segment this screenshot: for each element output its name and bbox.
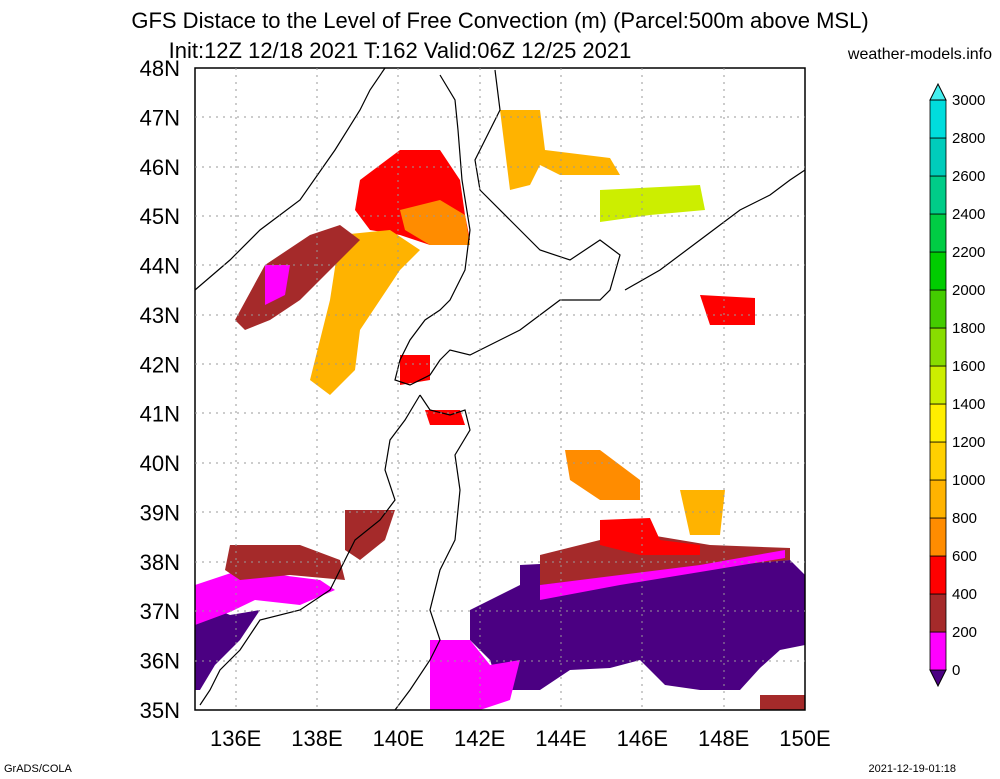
lat-label: 47N — [140, 105, 180, 130]
field-orange-40n — [565, 450, 640, 500]
map-subtitle: Init:12Z 12/18 2021 T:162 Valid:06Z 12/2… — [168, 38, 632, 63]
map-title: GFS Distace to the Level of Free Convect… — [131, 8, 869, 33]
field-magenta-west — [195, 570, 335, 625]
lat-label: 42N — [140, 352, 180, 377]
field-magenta-nw — [265, 265, 290, 305]
footer-credit: GrADS/COLA — [4, 763, 72, 775]
field-orange-north — [400, 200, 470, 245]
colorbar-label: 2600 — [952, 168, 985, 185]
latitude-labels: 35N 36N 37N 38N 39N 40N 41N 42N 43N 44N 45N 46N 47N 4… — [140, 56, 180, 723]
colorbar-swatch — [929, 137, 947, 177]
colorbar-min-arrow — [929, 669, 947, 688]
colorbar-label: 0 — [952, 662, 960, 679]
colorbar-swatch — [929, 213, 947, 253]
lfc-field — [195, 110, 805, 710]
colorbar-label: 2800 — [952, 130, 985, 147]
field-magenta-east — [540, 550, 785, 600]
colorbar-label: 600 — [952, 548, 977, 565]
longitude-labels: 136E 138E 140E 142E 144E 146E 148E 150E — [210, 726, 831, 751]
lat-label: 41N — [140, 402, 180, 427]
colorbar-swatch — [929, 175, 947, 215]
lon-label: 144E — [535, 726, 586, 751]
colorbar-label: 2200 — [952, 244, 985, 261]
field-orange-central — [310, 230, 420, 395]
lon-label: 136E — [210, 726, 261, 751]
colorbar-label: 1800 — [952, 320, 985, 337]
colorbar-label: 1600 — [952, 358, 985, 375]
field-brown-39n — [345, 510, 395, 560]
colorbar-swatch — [929, 631, 947, 671]
lat-label: 39N — [140, 500, 180, 525]
lat-label: 37N — [140, 599, 180, 624]
colorbar-label: 2000 — [952, 282, 985, 299]
lon-label: 150E — [779, 726, 830, 751]
field-yellowgreen — [600, 185, 705, 222]
lon-label: 142E — [454, 726, 505, 751]
colorbar-label: 800 — [952, 510, 977, 527]
colorbar-swatch — [929, 441, 947, 481]
colorbar-swatch — [929, 289, 947, 329]
field-brown-west — [225, 545, 345, 580]
colorbar-swatch — [929, 555, 947, 595]
colorbar: 0 200 400 600 800 1000 1200 1400 1600 1800 2000 220… — [929, 82, 985, 688]
field-red-42n — [400, 355, 430, 385]
site-brand: weather-models.info — [847, 46, 992, 63]
field-red-e43 — [700, 295, 755, 325]
field-red-east — [600, 518, 700, 555]
field-brown-east — [540, 535, 790, 585]
colorbar-label: 200 — [952, 624, 977, 641]
colorbar-swatch — [929, 403, 947, 443]
footer-timestamp: 2021-12-19-01:18 — [868, 763, 956, 775]
colorbar-swatch — [929, 251, 947, 291]
lat-label: 38N — [140, 550, 180, 575]
gridlines — [195, 68, 805, 710]
colorbar-swatch — [929, 99, 947, 139]
field-magenta-south — [430, 640, 520, 710]
lat-label: 44N — [140, 254, 180, 279]
colorbar-swatch — [929, 327, 947, 367]
field-purple-west — [195, 600, 260, 690]
lat-label: 48N — [140, 56, 180, 81]
colorbar-label: 1400 — [952, 396, 985, 413]
field-orange-ne — [500, 110, 620, 190]
field-brown-se — [760, 695, 805, 710]
colorbar-label: 3000 — [952, 92, 985, 109]
colorbar-label: 2400 — [952, 206, 985, 223]
colorbar-max-arrow — [929, 82, 947, 101]
lon-label: 140E — [373, 726, 424, 751]
lat-label: 36N — [140, 649, 180, 674]
colorbar-swatch — [929, 593, 947, 633]
lat-label: 43N — [140, 303, 180, 328]
lat-label: 45N — [140, 204, 180, 229]
lat-label: 35N — [140, 698, 180, 723]
lat-label: 46N — [140, 155, 180, 180]
colorbar-label: 400 — [952, 586, 977, 603]
colorbar-swatch — [929, 517, 947, 557]
lon-label: 146E — [617, 726, 668, 751]
colorbar-swatch — [929, 479, 947, 519]
lon-label: 148E — [698, 726, 749, 751]
lon-label: 138E — [291, 726, 342, 751]
colorbar-swatch — [929, 365, 947, 405]
lat-label: 40N — [140, 451, 180, 476]
map-frame — [194, 67, 806, 711]
colorbar-label: 1200 — [952, 434, 985, 451]
colorbar-label: 1000 — [952, 472, 985, 489]
field-orange-39n-east — [680, 490, 725, 535]
